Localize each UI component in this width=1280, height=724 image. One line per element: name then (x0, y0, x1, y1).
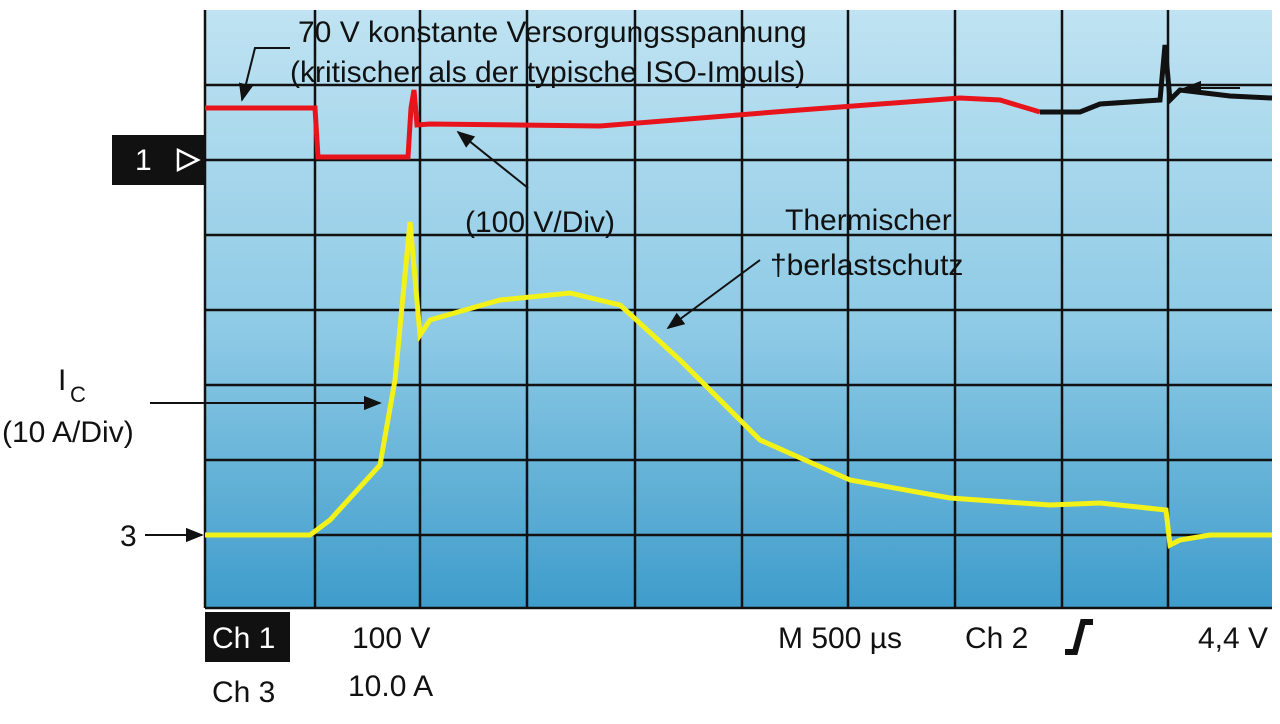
marker-icon (176, 147, 201, 173)
ch1-trace (205, 89, 1041, 160)
footer-label: 100 V (352, 622, 430, 655)
annotation: (100 V/Div) (465, 206, 615, 239)
annotation: 70 V konstante Versorgungsspannung (298, 16, 807, 49)
ch2-trace (1040, 44, 1273, 115)
footer-label: M 500 µs (778, 622, 902, 655)
channel-marker: 1 (135, 144, 152, 177)
annotation: Thermischer (785, 204, 952, 237)
marker-box (112, 135, 205, 185)
footer-label: Ch 1 (212, 622, 275, 655)
arrow (238, 47, 290, 102)
annotation: I (58, 364, 66, 397)
channel-marker: 3 (120, 520, 137, 553)
annotation: C (70, 382, 86, 407)
arrow (666, 259, 761, 330)
annotation: (kritischer als der typische ISO-Impuls) (290, 56, 805, 89)
label-box (205, 612, 290, 662)
footer-label: Ch 3 (212, 676, 275, 709)
trigger-icon (1065, 619, 1093, 655)
footer-label: Ch 2 (965, 622, 1028, 655)
footer-label: 10.0 A (348, 670, 433, 703)
footer-label: 4,4 V (1198, 622, 1268, 655)
ch3-trace (205, 221, 1272, 549)
annotation: (10 A/Div) (2, 416, 134, 449)
annotation: †berlastschutz (770, 249, 963, 282)
arrow (456, 130, 529, 189)
